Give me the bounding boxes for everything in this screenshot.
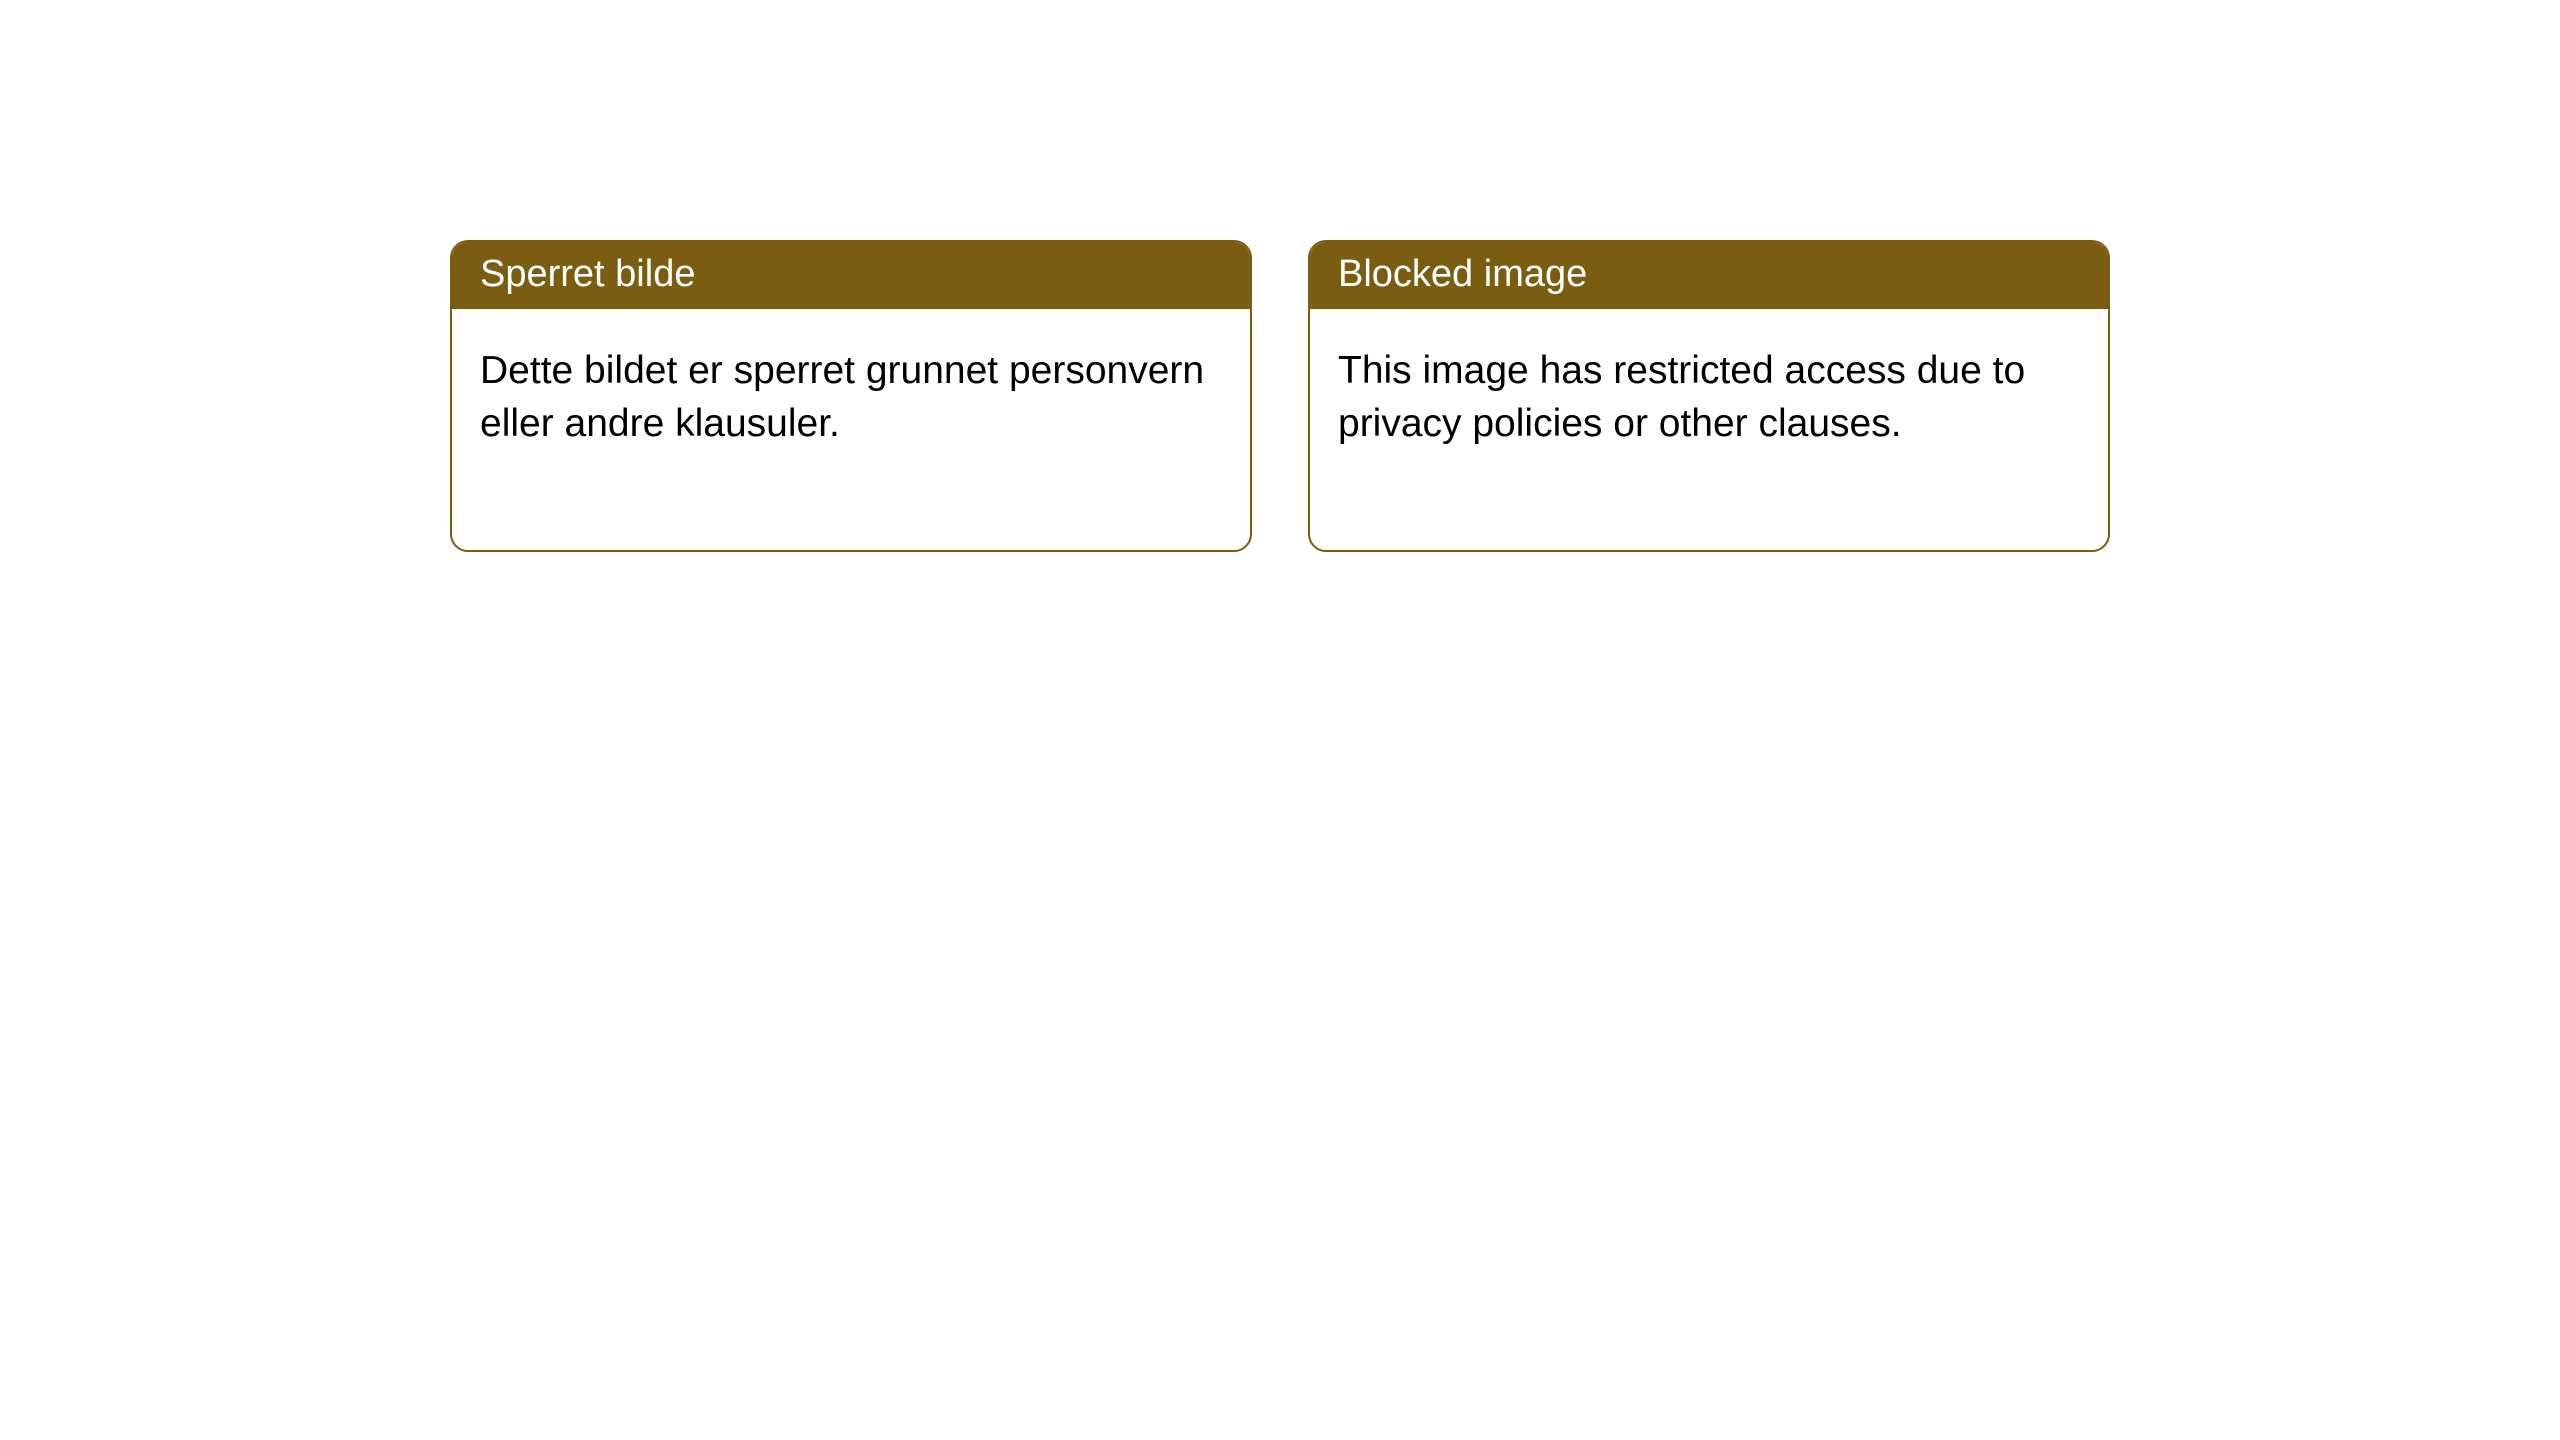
notice-card-body: Dette bildet er sperret grunnet personve… <box>452 309 1250 550</box>
notice-card-body: This image has restricted access due to … <box>1310 309 2108 550</box>
notice-card-english: Blocked image This image has restricted … <box>1308 240 2110 552</box>
notice-card-norwegian: Sperret bilde Dette bildet er sperret gr… <box>450 240 1252 552</box>
notice-card-title: Blocked image <box>1310 242 2108 309</box>
notice-card-title: Sperret bilde <box>452 242 1250 309</box>
notice-container: Sperret bilde Dette bildet er sperret gr… <box>450 240 2110 552</box>
